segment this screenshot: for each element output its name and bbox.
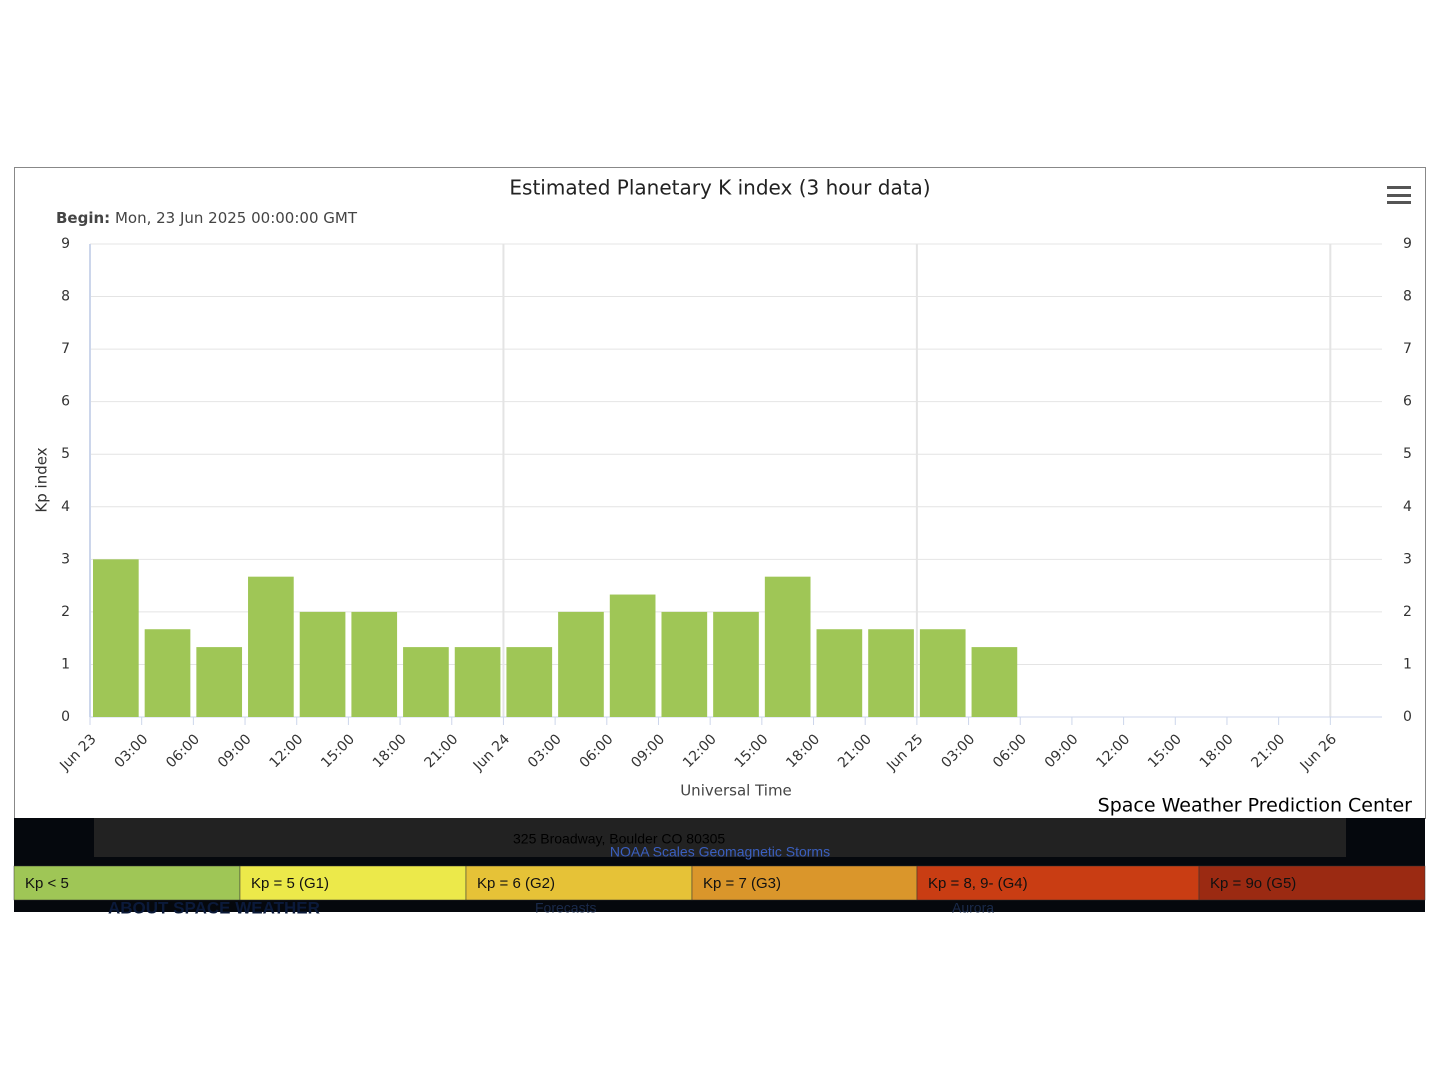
chart-frame (14, 167, 1426, 819)
y2-tick-label: 3 (1403, 551, 1412, 567)
y2-tick-label: 2 (1403, 604, 1412, 620)
y-tick-label: 3 (61, 551, 70, 567)
bar (351, 611, 398, 717)
kp-scale-cell (465, 865, 693, 901)
y-tick-label: 6 (61, 394, 70, 410)
kp-scale: Kp < 5 Kp = 5 (G1) Kp = 6 (G2) Kp = 7 (G3) K… (13, 865, 1426, 901)
bar (609, 594, 656, 717)
y2-tick-label: 4 (1403, 499, 1412, 515)
bar (558, 611, 604, 717)
y2-tick-label: 6 (1403, 394, 1412, 410)
bar (506, 647, 553, 717)
y2-tick-label: 8 (1403, 289, 1412, 305)
menu-bar (1387, 201, 1411, 204)
footer-address: 325 Broadway, Boulder CO 80305 (513, 831, 725, 847)
y-tick-label: 8 (61, 289, 70, 305)
footer-about[interactable]: ABOUT SPACE WEATHER (108, 898, 320, 917)
bar (919, 629, 966, 717)
kp-scale-label: Kp = 5 (G1) (251, 875, 329, 892)
y2-tick-label: 1 (1403, 656, 1412, 672)
subtitle-text: Mon, 23 Jun 2025 00:00:00 GMT (115, 209, 358, 227)
bar (454, 647, 501, 717)
bar (93, 559, 139, 717)
kp-scale-cell (916, 865, 1200, 901)
bar (403, 647, 449, 717)
menu-bar (1387, 186, 1411, 189)
bar (299, 611, 346, 717)
kp-scale-label: Kp = 9o (G5) (1210, 875, 1296, 892)
y-tick-label: 4 (61, 499, 70, 515)
kp-scale-cell (691, 865, 918, 901)
bar (816, 629, 863, 717)
subtitle-label: Begin: (56, 209, 110, 227)
y-tick-label: 1 (61, 656, 70, 672)
footer-box (94, 818, 1346, 857)
y2-tick-label: 7 (1403, 341, 1412, 357)
menu-bar (1387, 194, 1411, 197)
y-tick-label: 9 (61, 236, 70, 252)
y-tick-label: 2 (61, 604, 70, 620)
bar (248, 576, 294, 717)
bar (713, 611, 759, 717)
kp-scale-label: Kp < 5 (25, 875, 69, 892)
bar (971, 647, 1018, 717)
footer-forecasts[interactable]: Forecasts (535, 900, 596, 916)
kp-scale-cell (1198, 865, 1426, 901)
y2-tick-label: 9 (1403, 236, 1412, 252)
y-tick-label: 0 (61, 709, 70, 725)
y2-tick-label: 5 (1403, 446, 1412, 462)
x-axis-title: Universal Time (680, 782, 792, 800)
bar (196, 647, 243, 717)
footer-link[interactable]: NOAA Scales Geomagnetic Storms (610, 844, 830, 860)
bar (868, 629, 914, 717)
kp-scale-label: Kp = 8, 9- (G4) (928, 875, 1028, 892)
y2-tick-label: 0 (1403, 709, 1412, 725)
chart-title: Estimated Planetary K index (3 hour data… (509, 176, 930, 200)
bar (144, 629, 191, 717)
kp-scale-label: Kp = 6 (G2) (477, 875, 555, 892)
bar (764, 576, 811, 717)
y-axis-title: Kp index (33, 447, 51, 512)
menu-button[interactable] (1387, 186, 1411, 204)
chart-subtitle: Begin: Mon, 23 Jun 2025 00:00:00 GMT (56, 209, 358, 227)
footer-aurora[interactable]: Aurora (952, 900, 994, 916)
bar (661, 611, 708, 717)
y-tick-label: 7 (61, 341, 70, 357)
y-tick-label: 5 (61, 446, 70, 462)
kp-scale-cell (239, 865, 467, 901)
credit: Space Weather Prediction Center (1098, 795, 1413, 817)
kp-scale-cell (13, 865, 241, 901)
kp-scale-label: Kp = 7 (G3) (703, 875, 781, 892)
